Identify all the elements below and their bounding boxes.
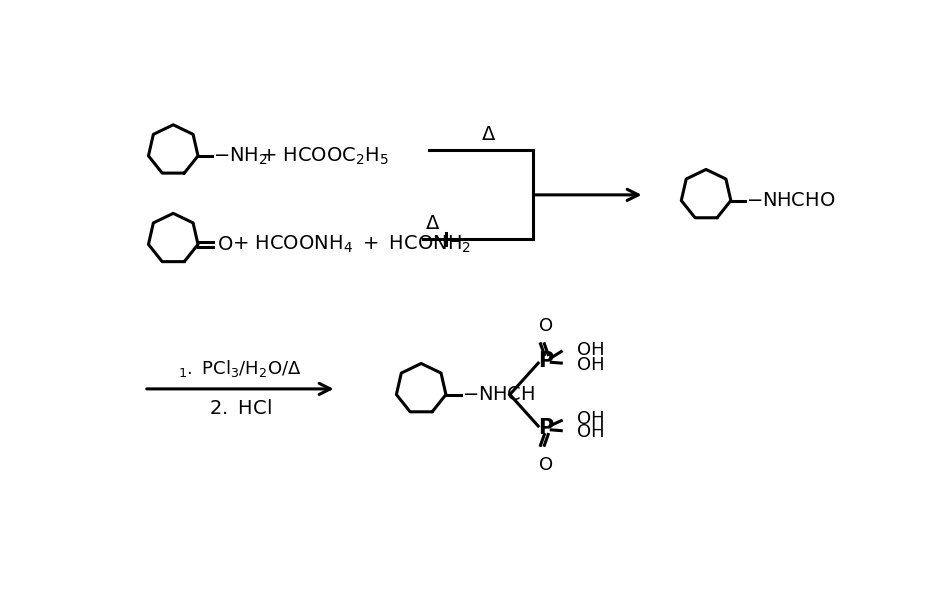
Text: OH: OH — [576, 341, 604, 359]
Text: $\mathsf{-NHCHO}$: $\mathsf{-NHCHO}$ — [746, 191, 835, 210]
Text: $\Delta$: $\Delta$ — [481, 125, 496, 144]
Text: P: P — [538, 351, 554, 371]
Text: $\mathsf{+\ HCOOC_2H_5}$: $\mathsf{+\ HCOOC_2H_5}$ — [260, 145, 389, 167]
Text: $\mathsf{-NH_2}$: $\mathsf{-NH_2}$ — [212, 145, 267, 167]
Text: $\mathsf{_1.\ PCl_3/H_2O/\Delta}$: $\mathsf{_1.\ PCl_3/H_2O/\Delta}$ — [178, 358, 302, 379]
Text: $\Delta$: $\Delta$ — [425, 214, 440, 232]
Text: $\mathsf{O}$: $\mathsf{O}$ — [217, 235, 233, 254]
Text: $\mathsf{-NHCH}$: $\mathsf{-NHCH}$ — [462, 385, 536, 404]
Text: $\mathsf{+\ HCOONH_4\ +\ HCONH_2}$: $\mathsf{+\ HCOONH_4\ +\ HCONH_2}$ — [232, 234, 471, 255]
Text: OH: OH — [576, 423, 604, 441]
Text: P: P — [538, 418, 554, 439]
Text: OH: OH — [576, 356, 604, 373]
Text: $\mathsf{2.\ HCl}$: $\mathsf{2.\ HCl}$ — [209, 399, 271, 418]
Text: O: O — [538, 456, 553, 474]
Text: OH: OH — [576, 410, 604, 428]
Text: O: O — [538, 317, 553, 335]
